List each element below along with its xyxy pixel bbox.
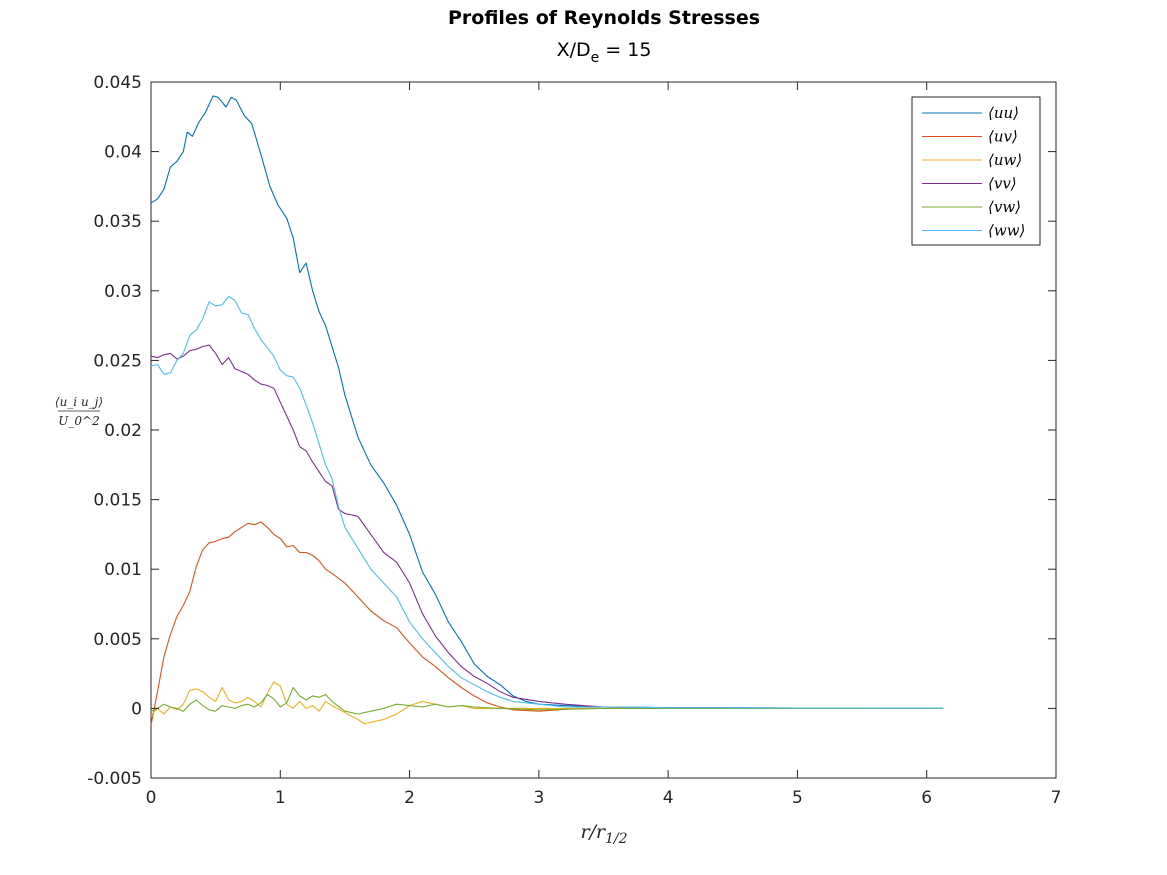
y-tick-label: 0.025 <box>93 351 142 371</box>
legend-box <box>911 96 1041 246</box>
y-tick-label: 0.01 <box>104 560 142 580</box>
y-tick-label: 0.015 <box>93 491 142 511</box>
plot-frame <box>150 81 1057 779</box>
series-line-1 <box>150 95 944 709</box>
legend-label-3: ⟨uw⟩ <box>988 151 1022 169</box>
legend-label-1: ⟨uu⟩ <box>988 104 1019 122</box>
x-tick-label: 3 <box>533 788 544 808</box>
y-tick-label: 0.04 <box>104 143 142 163</box>
legend-label-2: ⟨uv⟩ <box>988 128 1018 146</box>
series-line-2 <box>150 521 944 726</box>
y-tick-label: 0 <box>131 699 142 719</box>
chart-subtitle: X/De = 15 <box>557 39 652 66</box>
x-tick-label: 5 <box>792 788 803 808</box>
series-line-6 <box>150 295 944 709</box>
x-tick-label: 2 <box>404 788 415 808</box>
x-axis-label: r/r1/2 <box>580 821 627 847</box>
y-tick-label: 0.035 <box>93 212 142 232</box>
y-axis-label: ⟨u_i u_j⟩ U_0^2 <box>55 395 103 428</box>
y-axis-ticks: -0.005 0 0.005 0.01 0.015 0.02 0.025 0.03 0.035 0… <box>87 73 1056 789</box>
x-tick-label: 7 <box>1051 788 1062 808</box>
y-tick-label: 0.02 <box>104 421 142 441</box>
x-tick-label: 0 <box>146 788 157 808</box>
series-line-4 <box>150 344 944 709</box>
y-tick-label: 0.005 <box>93 630 142 650</box>
chart-title: Profiles of Reynolds Stresses <box>448 7 760 29</box>
legend: ⟨uu⟩ ⟨uv⟩ ⟨uw⟩ ⟨vv⟩ ⟨vw⟩ ⟨ww⟩ <box>911 96 1041 246</box>
legend-label-5: ⟨vw⟩ <box>988 198 1021 216</box>
series-layer <box>150 95 944 726</box>
x-tick-label: 4 <box>663 788 674 808</box>
series-line-5 <box>150 686 944 715</box>
x-axis-ticks: 0 1 2 3 4 5 6 7 <box>146 82 1062 808</box>
y-tick-label: -0.005 <box>87 769 142 789</box>
legend-label-6: ⟨ww⟩ <box>988 222 1025 240</box>
y-axis-label-numerator: ⟨u_i u_j⟩ <box>55 395 103 409</box>
y-tick-label: 0.03 <box>104 282 142 302</box>
y-axis-label-denominator: U_0^2 <box>58 414 99 428</box>
y-tick-label: 0.045 <box>93 73 142 93</box>
legend-label-4: ⟨vv⟩ <box>988 175 1017 193</box>
x-tick-label: 1 <box>275 788 286 808</box>
x-tick-label: 6 <box>921 788 932 808</box>
legend-entries: ⟨uu⟩ ⟨uv⟩ ⟨uw⟩ ⟨vv⟩ ⟨vw⟩ ⟨ww⟩ <box>922 104 1025 240</box>
